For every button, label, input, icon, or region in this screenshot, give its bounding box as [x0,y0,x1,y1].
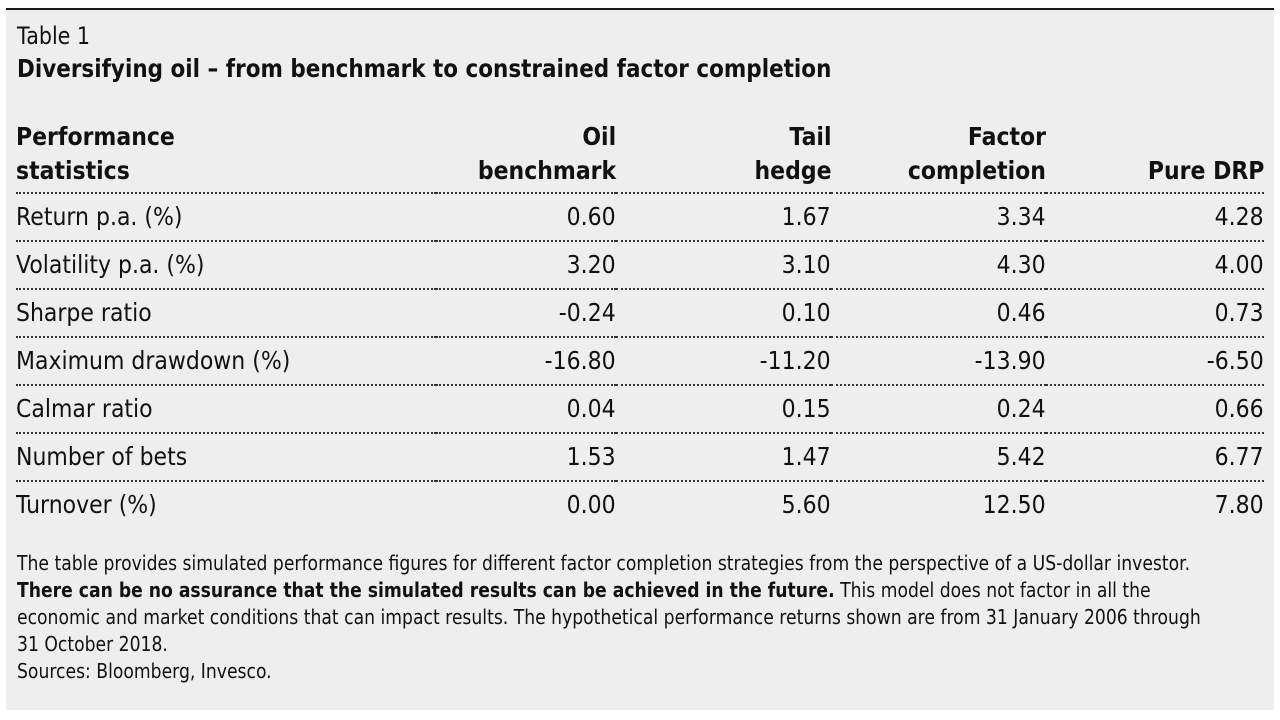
table-row: Turnover (%) 0.00 5.60 12.50 7.80 [16,481,1264,528]
cell-value: -16.80 [436,337,616,386]
cell-value: 0.00 [567,490,616,519]
cell-value: 1.47 [616,433,831,482]
table-row: Sharpe ratio -0.24 0.10 0.46 0.73 [16,289,1264,338]
row-label: Number of bets [16,433,436,482]
cell-value: 3.20 [436,241,616,290]
cell-value: -6.50 [1046,337,1264,386]
table-row: Return p.a. (%) 0.60 1.67 3.34 4.28 [16,193,1264,242]
cell-value: 6.77 [1046,433,1264,482]
cell-value: 4.00 [1046,241,1264,290]
cell-value: 4.30 [831,241,1046,290]
notes-sources: Sources: Bloomberg, Invesco. [17,659,272,683]
row-label: Turnover (%) [16,490,157,519]
cell-value: 5.42 [831,433,1046,482]
table-header-row: Performance statistics Oil benchmark Tai… [16,120,1264,194]
table-panel: Table 1 Diversifying oil – from benchmar… [6,8,1274,710]
cell-value: 0.10 [616,289,831,338]
cell-value: -13.90 [831,337,1046,386]
cell-value: 1.53 [436,433,616,482]
table-title: Diversifying oil – from benchmark to con… [17,54,832,83]
notes-disclaimer-bold: There can be no assurance that the simul… [17,578,835,602]
cell-value: 12.50 [983,490,1046,519]
cell-value: -11.20 [616,337,831,386]
cell-value: 0.46 [831,289,1046,338]
cell-value: 0.04 [436,385,616,434]
row-label: Calmar ratio [16,385,436,434]
table-number: Table 1 [17,22,91,50]
column-header-tail-hedge: Tail hedge [616,120,831,194]
cell-value: 0.66 [1046,385,1264,434]
cell-value: 0.15 [616,385,831,434]
table-notes: The table provides simulated performance… [17,550,1221,685]
cell-value: 3.34 [831,193,1046,242]
cell-value: -0.24 [436,289,616,338]
cell-value: 0.60 [436,193,616,242]
column-header-performance-statistics: Performance statistics [16,120,436,194]
cell-value: 0.73 [1046,289,1264,338]
row-label: Maximum drawdown (%) [16,337,436,386]
table-row: Volatility p.a. (%) 3.20 3.10 4.30 4.00 [16,241,1264,290]
column-header-oil-benchmark: Oil benchmark [436,120,616,194]
cell-value: 5.60 [782,490,831,519]
cell-value: 0.24 [831,385,1046,434]
row-label: Return p.a. (%) [16,193,436,242]
cell-value: 3.10 [616,241,831,290]
notes-disclaimer: There can be no assurance that the simul… [17,577,1221,658]
notes-intro: The table provides simulated performance… [17,551,1191,575]
table-row: Maximum drawdown (%) -16.80 -11.20 -13.9… [16,337,1264,386]
cell-value: 7.80 [1215,490,1264,519]
notes-disclaimer-rest: This model does not factor in all the ec… [17,578,1201,656]
row-label: Volatility p.a. (%) [16,241,436,290]
table-row: Number of bets 1.53 1.47 5.42 6.77 [16,433,1264,482]
cell-value: 1.67 [616,193,831,242]
cell-value: 4.28 [1046,193,1264,242]
column-header-factor-completion: Factor completion [831,120,1046,194]
performance-table: Performance statistics Oil benchmark Tai… [16,120,1264,528]
table-row: Calmar ratio 0.04 0.15 0.24 0.66 [16,385,1264,434]
row-label: Sharpe ratio [16,289,436,338]
column-header-pure-drp: Pure DRP [1046,120,1264,194]
